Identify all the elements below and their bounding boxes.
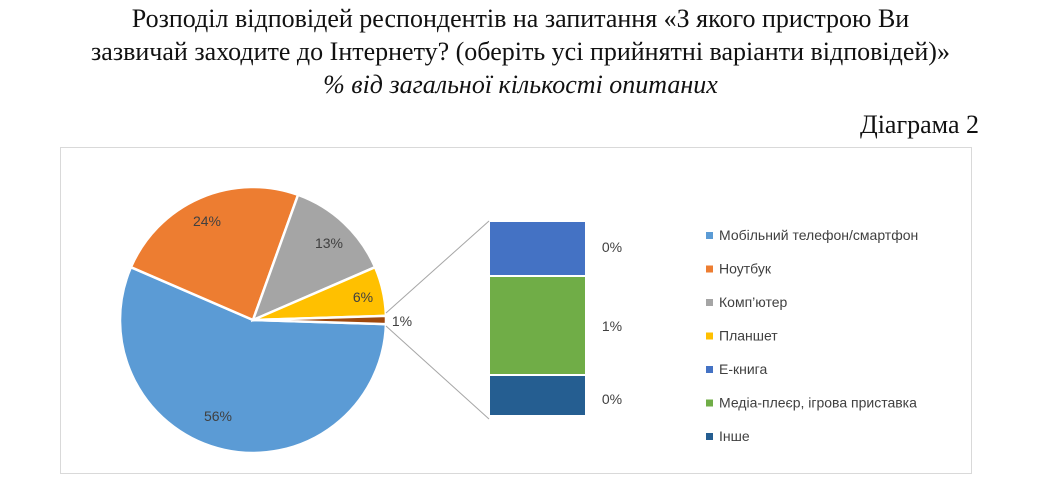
legend-entry-планшет: Планшет [719, 328, 778, 344]
pie-data-label: 56% [204, 408, 232, 424]
pie-data-label: 6% [353, 289, 373, 305]
legend-swatch-інше [706, 433, 713, 440]
pie-data-label: 24% [193, 213, 221, 229]
legend-entry-мобільний-телефон-смартфон: Мобільний телефон/смартфон [719, 227, 918, 243]
connector-line-bottom [385, 325, 490, 420]
legend-entry-е-книга: Е-книга [719, 361, 767, 377]
legend-entry-ноутбук: Ноутбук [719, 261, 772, 277]
pie-slice-мобільний-телефон-смартфон [118, 265, 388, 455]
bar-segment-медіа-плеєр-ігрова-приставка [488, 275, 587, 376]
pie-slice-комп-ютер [250, 193, 377, 323]
pie-data-label: 13% [315, 235, 343, 251]
title-line-1: Розподіл відповідей респондентів на запи… [131, 4, 910, 33]
title-line-2: зазвичай заходите до Інтернету? (оберіть… [91, 37, 950, 66]
pie-slice-ноутбук [129, 185, 300, 322]
bar-data-label: 1% [602, 318, 622, 334]
legend-swatch-ноутбук [706, 265, 713, 273]
legend-swatch-мобільний-телефон-смартфон [706, 232, 713, 239]
bar-segment-е-книга [488, 220, 587, 277]
chart-title: Розподіл відповідей респондентів на запи… [0, 2, 1041, 101]
legend-swatch-комп-ютер [706, 299, 713, 306]
legend-entry-інше: Інше [719, 428, 750, 444]
pie-data-label-other: 1% [392, 313, 412, 329]
diagram-number-label: Діаграма 2 [859, 110, 979, 139]
chart-subtitle: % від загальної кількості опитаних [323, 70, 718, 99]
bar-segment-інше [488, 374, 587, 417]
legend-swatch-е-книга [706, 366, 713, 373]
legend-entry-медіа-плеєр-ігрова-приставка: Медіа-плеєр, ігрова приставка [719, 395, 917, 411]
bar-data-label: 0% [602, 391, 622, 407]
legend-swatch-медіа-плеєр-ігрова-приставка [706, 399, 713, 407]
connector-line-top [385, 220, 490, 314]
legend-entry-комп-ютер: Комп’ютер [719, 294, 787, 310]
bar-data-label: 0% [602, 239, 622, 255]
pie-slice-other [252, 314, 388, 326]
legend-swatch-планшет [706, 332, 713, 340]
